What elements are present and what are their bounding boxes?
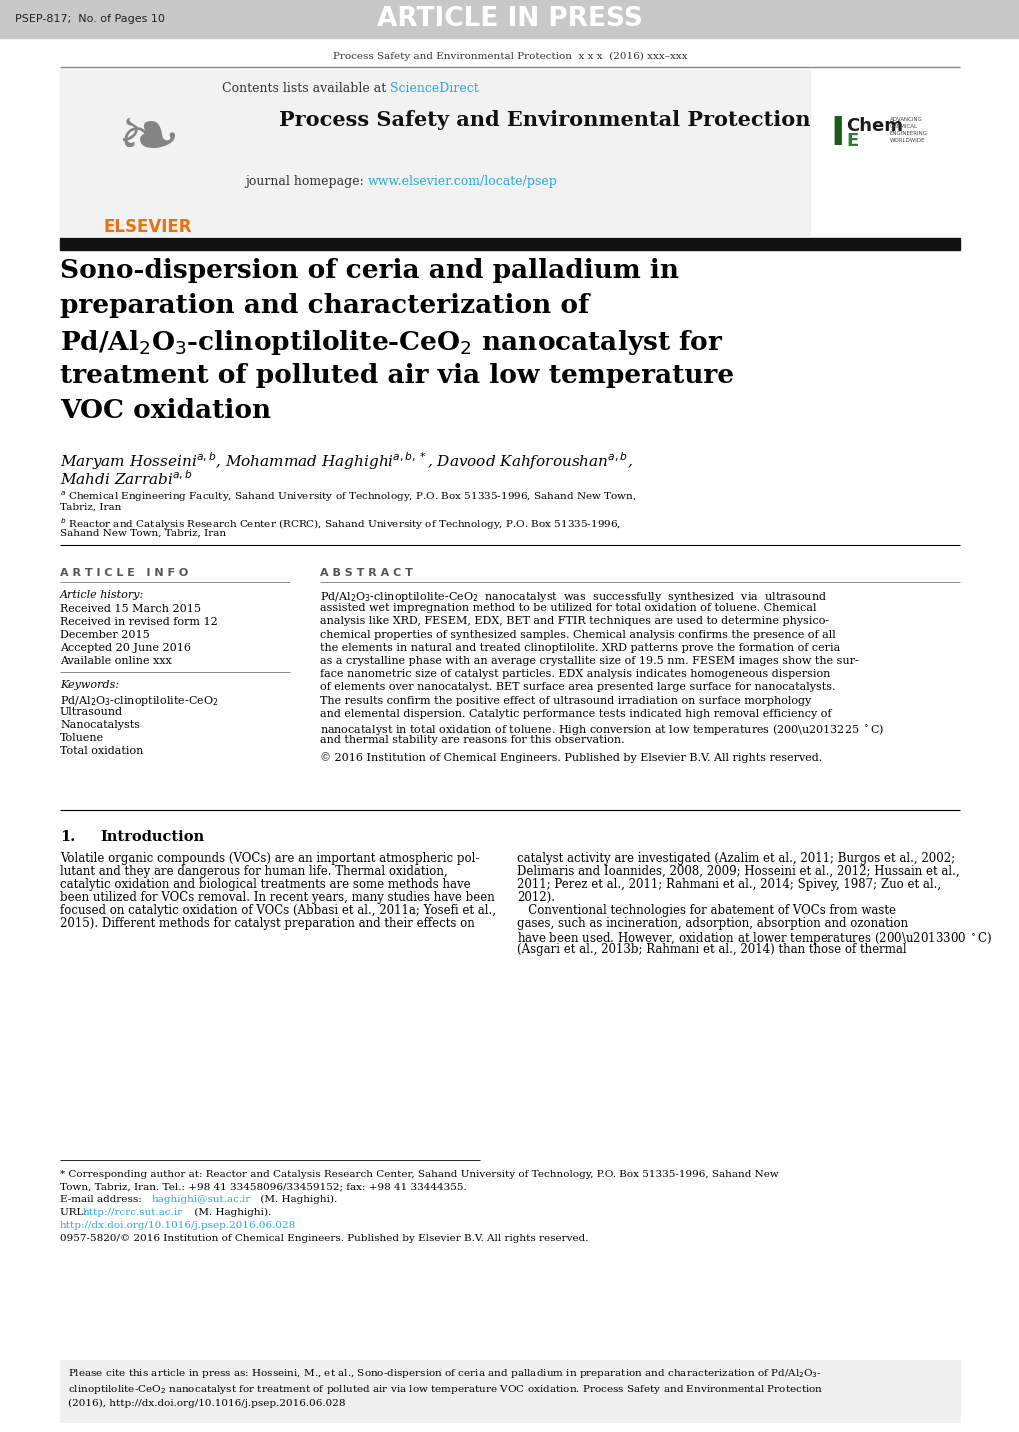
Text: Delimaris and Ioannides, 2008, 2009; Hosseini et al., 2012; Hussain et al.,: Delimaris and Ioannides, 2008, 2009; Hos… bbox=[517, 865, 959, 878]
Text: Tabriz, Iran: Tabriz, Iran bbox=[60, 503, 121, 513]
Text: the elements in natural and treated clinoptilolite. XRD patterns prove the forma: the elements in natural and treated clin… bbox=[320, 643, 840, 653]
Text: lutant and they are dangerous for human life. Thermal oxidation,: lutant and they are dangerous for human … bbox=[60, 865, 447, 878]
Text: 1.: 1. bbox=[60, 831, 75, 843]
Text: Pd/Al$_2$O$_3$-clinoptilolite-CeO$_2$ nanocatalyst for: Pd/Al$_2$O$_3$-clinoptilolite-CeO$_2$ na… bbox=[60, 328, 722, 357]
Text: journal homepage:: journal homepage: bbox=[245, 175, 368, 188]
Text: analysis like XRD, FESEM, EDX, BET and FTIR techniques are used to determine phy: analysis like XRD, FESEM, EDX, BET and F… bbox=[320, 616, 828, 626]
Text: Pd/Al$_2$O$_3$-clinoptilolite-CeO$_2$: Pd/Al$_2$O$_3$-clinoptilolite-CeO$_2$ bbox=[60, 695, 218, 707]
Text: A R T I C L E   I N F O: A R T I C L E I N F O bbox=[60, 569, 189, 579]
Text: Toluene: Toluene bbox=[60, 733, 104, 743]
Text: ADVANCING
CHEMICAL
ENGINEERING
WORLDWIDE: ADVANCING CHEMICAL ENGINEERING WORLDWIDE bbox=[890, 117, 927, 143]
Text: Received 15 March 2015: Received 15 March 2015 bbox=[60, 604, 201, 614]
Text: Chem: Chem bbox=[845, 117, 902, 135]
Text: face nanometric size of catalyst particles. EDX analysis indicates homogeneous d: face nanometric size of catalyst particl… bbox=[320, 669, 829, 679]
Text: E: E bbox=[845, 132, 857, 150]
Text: assisted wet impregnation method to be utilized for total oxidation of toluene. : assisted wet impregnation method to be u… bbox=[320, 603, 815, 613]
Text: been utilized for VOCs removal. In recent years, many studies have been: been utilized for VOCs removal. In recen… bbox=[60, 891, 494, 904]
Text: PSEP-817;  No. of Pages 10: PSEP-817; No. of Pages 10 bbox=[15, 14, 165, 24]
Text: treatment of polluted air via low temperature: treatment of polluted air via low temper… bbox=[60, 362, 734, 388]
Text: Conventional technologies for abatement of VOCs from waste: Conventional technologies for abatement … bbox=[517, 904, 895, 916]
Text: catalyst activity are investigated (Azalim et al., 2011; Burgos et al., 2002;: catalyst activity are investigated (Azal… bbox=[517, 852, 954, 865]
Text: Accepted 20 June 2016: Accepted 20 June 2016 bbox=[60, 643, 191, 653]
Text: of elements over nanocatalyst. BET surface area presented large surface for nano: of elements over nanocatalyst. BET surfa… bbox=[320, 683, 835, 693]
Text: Process Safety and Environmental Protection  x x x  (2016) xxx–xxx: Process Safety and Environmental Protect… bbox=[332, 52, 687, 62]
Text: * Corresponding author at: Reactor and Catalysis Research Center, Sahand Univers: * Corresponding author at: Reactor and C… bbox=[60, 1170, 777, 1179]
Text: Sono-dispersion of ceria and palladium in: Sono-dispersion of ceria and palladium i… bbox=[60, 258, 679, 284]
Text: Town, Tabriz, Iran. Tel.: +98 41 33458096/33459152; fax: +98 41 33444355.: Town, Tabriz, Iran. Tel.: +98 41 3345809… bbox=[60, 1181, 467, 1191]
Text: Mahdi Zarrabi$^{a,b}$: Mahdi Zarrabi$^{a,b}$ bbox=[60, 470, 193, 488]
Text: as a crystalline phase with an average crystallite size of 19.5 nm. FESEM images: as a crystalline phase with an average c… bbox=[320, 656, 858, 666]
Text: A B S T R A C T: A B S T R A C T bbox=[320, 569, 413, 579]
Text: © 2016 Institution of Chemical Engineers. Published by Elsevier B.V. All rights : © 2016 Institution of Chemical Engineers… bbox=[320, 752, 821, 763]
Text: 0957-5820/© 2016 Institution of Chemical Engineers. Published by Elsevier B.V. A: 0957-5820/© 2016 Institution of Chemical… bbox=[60, 1234, 588, 1243]
Text: Ultrasound: Ultrasound bbox=[60, 707, 123, 717]
Text: focused on catalytic oxidation of VOCs (Abbasi et al., 2011a; Yosefi et al.,: focused on catalytic oxidation of VOCs (… bbox=[60, 904, 495, 916]
Text: E-mail address:: E-mail address: bbox=[60, 1194, 145, 1204]
Text: have been used. However, oxidation at lower temperatures (200\u2013300 $^\circ$C: have been used. However, oxidation at lo… bbox=[517, 929, 991, 947]
Text: chemical properties of synthesized samples. Chemical analysis confirms the prese: chemical properties of synthesized sampl… bbox=[320, 630, 835, 640]
Text: Received in revised form 12: Received in revised form 12 bbox=[60, 617, 217, 627]
Text: and elemental dispersion. Catalytic performance tests indicated high removal eff: and elemental dispersion. Catalytic perf… bbox=[320, 709, 830, 719]
Text: 2012).: 2012). bbox=[517, 891, 554, 904]
Text: gases, such as incineration, adsorption, absorption and ozonation: gases, such as incineration, adsorption,… bbox=[517, 916, 907, 929]
Text: The results confirm the positive effect of ultrasound irradiation on surface mor: The results confirm the positive effect … bbox=[320, 696, 810, 706]
Text: nanocatalyst in total oxidation of toluene. High conversion at low temperatures : nanocatalyst in total oxidation of tolue… bbox=[320, 722, 883, 737]
Text: (M. Haghighi).: (M. Haghighi). bbox=[191, 1209, 271, 1217]
Bar bbox=[60, 70, 234, 235]
Text: Introduction: Introduction bbox=[100, 831, 204, 843]
Text: and thermal stability are reasons for this observation.: and thermal stability are reasons for th… bbox=[320, 735, 624, 745]
Text: December 2015: December 2015 bbox=[60, 630, 150, 640]
Text: ❧: ❧ bbox=[116, 103, 179, 178]
Text: (Asgari et al., 2013b; Rahmani et al., 2014) than those of thermal: (Asgari et al., 2013b; Rahmani et al., 2… bbox=[517, 944, 906, 957]
Text: http://dx.doi.org/10.1016/j.psep.2016.06.028: http://dx.doi.org/10.1016/j.psep.2016.06… bbox=[60, 1221, 296, 1230]
Text: ARTICLE IN PRESS: ARTICLE IN PRESS bbox=[377, 6, 642, 32]
Text: Keywords:: Keywords: bbox=[60, 680, 119, 690]
Text: Sahand New Town, Tabriz, Iran: Sahand New Town, Tabriz, Iran bbox=[60, 528, 226, 538]
Text: Volatile organic compounds (VOCs) are an important atmospheric pol-: Volatile organic compounds (VOCs) are an… bbox=[60, 852, 479, 865]
Text: VOC oxidation: VOC oxidation bbox=[60, 398, 271, 422]
Text: I: I bbox=[829, 115, 844, 153]
Text: preparation and characterization of: preparation and characterization of bbox=[60, 294, 589, 318]
Bar bbox=[60, 70, 809, 235]
Text: www.elsevier.com/locate/psep: www.elsevier.com/locate/psep bbox=[368, 175, 557, 188]
Text: Nanocatalysts: Nanocatalysts bbox=[60, 720, 140, 730]
Bar bbox=[60, 238, 959, 251]
Bar bbox=[0, 0, 1019, 39]
Text: $^a$ Chemical Engineering Faculty, Sahand University of Technology, P.O. Box 513: $^a$ Chemical Engineering Faculty, Sahan… bbox=[60, 490, 636, 504]
Text: (2016), http://dx.doi.org/10.1016/j.psep.2016.06.028: (2016), http://dx.doi.org/10.1016/j.psep… bbox=[68, 1399, 345, 1408]
Text: Article history:: Article history: bbox=[60, 590, 144, 600]
Text: (M. Haghighi).: (M. Haghighi). bbox=[257, 1194, 337, 1204]
Text: Maryam Hosseini$^{a,b}$, Mohammad Haghighi$^{a,b,*}$, Davood Kahforoushan$^{a,b}: Maryam Hosseini$^{a,b}$, Mohammad Haghig… bbox=[60, 450, 632, 471]
Text: $^b$ Reactor and Catalysis Research Center (RCRC), Sahand University of Technolo: $^b$ Reactor and Catalysis Research Cent… bbox=[60, 516, 621, 531]
Text: ScienceDirect: ScienceDirect bbox=[389, 82, 478, 95]
Text: Available online xxx: Available online xxx bbox=[60, 656, 171, 666]
Text: http://rcrc.sut.ac.ir: http://rcrc.sut.ac.ir bbox=[83, 1209, 183, 1217]
Text: ELSEVIER: ELSEVIER bbox=[104, 218, 192, 236]
Text: haghighi@sut.ac.ir: haghighi@sut.ac.ir bbox=[152, 1194, 251, 1204]
Bar bbox=[60, 1360, 959, 1422]
Text: Please cite this article in press as: Hosseini, M., et al., Sono-dispersion of c: Please cite this article in press as: Ho… bbox=[68, 1368, 821, 1380]
Text: URL:: URL: bbox=[60, 1209, 90, 1217]
Text: Contents lists available at: Contents lists available at bbox=[221, 82, 389, 95]
Text: Total oxidation: Total oxidation bbox=[60, 746, 144, 756]
Text: Pd/Al$_2$O$_3$-clinoptilolite-CeO$_2$  nanocatalyst  was  successfully  synthesi: Pd/Al$_2$O$_3$-clinoptilolite-CeO$_2$ na… bbox=[320, 590, 826, 604]
Text: 2015). Different methods for catalyst preparation and their effects on: 2015). Different methods for catalyst pr… bbox=[60, 916, 474, 929]
Text: Process Safety and Environmental Protection: Process Safety and Environmental Protect… bbox=[279, 110, 810, 130]
Text: catalytic oxidation and biological treatments are some methods have: catalytic oxidation and biological treat… bbox=[60, 878, 470, 891]
Text: clinoptilolite-CeO$_2$ nanocatalyst for treatment of polluted air via low temper: clinoptilolite-CeO$_2$ nanocatalyst for … bbox=[68, 1383, 822, 1396]
Text: 2011; Perez et al., 2011; Rahmani et al., 2014; Spivey, 1987; Zuo et al.,: 2011; Perez et al., 2011; Rahmani et al.… bbox=[517, 878, 941, 891]
